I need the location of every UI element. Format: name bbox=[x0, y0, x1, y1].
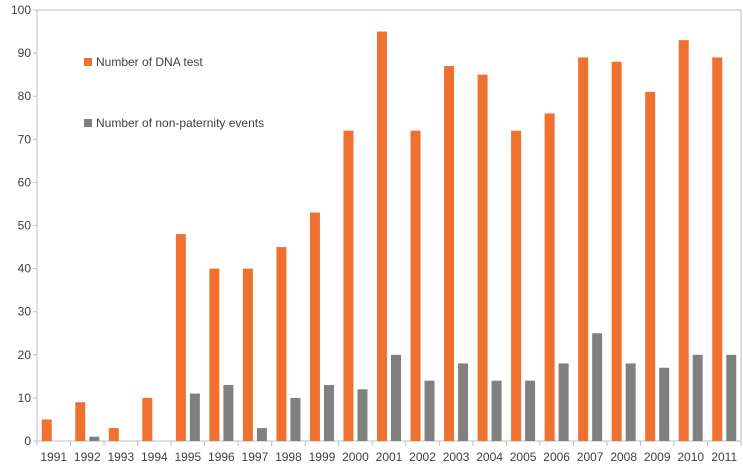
bar-dna-test-2008 bbox=[611, 61, 622, 441]
bar-dna-test-1994 bbox=[142, 397, 153, 441]
x-tick-label: 1999 bbox=[309, 450, 336, 464]
bar-non-paternity-1999 bbox=[323, 384, 334, 441]
x-tick-label: 1992 bbox=[74, 450, 101, 464]
bar-dna-test-2005 bbox=[511, 130, 522, 441]
bar-dna-test-2011 bbox=[712, 57, 723, 441]
y-tick-label: 90 bbox=[18, 46, 32, 60]
x-axis: 1991 1992 1993 1994 1995 1996 1997 1998 1999 2000… bbox=[36, 441, 742, 464]
x-tick-label: 2007 bbox=[577, 450, 604, 464]
bar-non-paternity-2006 bbox=[558, 363, 569, 441]
x-tick-label: 2004 bbox=[476, 450, 503, 464]
x-tick-label: 2001 bbox=[376, 450, 403, 464]
y-tick-label: 70 bbox=[18, 132, 32, 146]
bar-dna-test-2004 bbox=[477, 74, 488, 442]
x-tick-label: 2009 bbox=[644, 450, 671, 464]
bar-dna-test-2003 bbox=[444, 66, 455, 441]
legend-label: Number of non-paternity events bbox=[96, 116, 264, 130]
bar-dna-test-2010 bbox=[678, 40, 689, 442]
bar-dna-test-1998 bbox=[276, 247, 287, 441]
y-tick-label: 50 bbox=[18, 219, 32, 233]
x-tick-label: 2008 bbox=[610, 450, 637, 464]
bar-non-paternity-2010 bbox=[692, 354, 703, 441]
legend-label: Number of DNA test bbox=[96, 55, 203, 69]
y-tick-label: 60 bbox=[18, 175, 32, 189]
bar-dna-test-1993 bbox=[108, 428, 119, 441]
bar-dna-test-2009 bbox=[645, 91, 656, 441]
x-tick-label: 1995 bbox=[175, 450, 202, 464]
y-tick-label: 80 bbox=[18, 89, 32, 103]
x-tick-label: 1996 bbox=[208, 450, 235, 464]
bar-dna-test-1992 bbox=[75, 402, 86, 441]
bar-non-paternity-1998 bbox=[290, 397, 301, 441]
bar-non-paternity-2002 bbox=[424, 380, 435, 441]
x-tick-label: 2003 bbox=[443, 450, 470, 464]
bar-non-paternity-2008 bbox=[625, 363, 636, 441]
x-tick-label: 1998 bbox=[275, 450, 302, 464]
x-tick-label: 1994 bbox=[141, 450, 168, 464]
bar-non-paternity-2009 bbox=[659, 367, 670, 441]
bar-non-paternity-1996 bbox=[223, 384, 234, 441]
y-tick-label: 20 bbox=[18, 348, 32, 362]
x-tick-label: 2010 bbox=[677, 450, 704, 464]
bar-dna-test-1999 bbox=[309, 212, 320, 441]
bars bbox=[41, 31, 737, 442]
y-tick-label: 0 bbox=[24, 434, 31, 448]
bar-dna-test-2006 bbox=[544, 113, 555, 441]
y-tick-label: 100 bbox=[11, 3, 31, 17]
bar-non-paternity-1995 bbox=[189, 393, 200, 441]
y-tick-label: 30 bbox=[18, 305, 32, 319]
bar-non-paternity-1992 bbox=[89, 436, 100, 441]
legend-swatch bbox=[84, 58, 92, 66]
y-tick-label: 40 bbox=[18, 262, 32, 276]
bar-dna-test-1991 bbox=[41, 419, 52, 441]
legend: Number of DNA test Number of non-paternit… bbox=[84, 55, 264, 130]
bar-non-paternity-2011 bbox=[726, 354, 737, 441]
bar-dna-test-1995 bbox=[175, 234, 186, 441]
x-tick-label: 2005 bbox=[510, 450, 537, 464]
bar-dna-test-2007 bbox=[578, 57, 589, 441]
x-tick-label: 1993 bbox=[107, 450, 134, 464]
x-tick-label: 1997 bbox=[242, 450, 269, 464]
x-tick-label: 2011 bbox=[711, 450, 737, 464]
x-tick-label: 2000 bbox=[342, 450, 369, 464]
bar-non-paternity-2004 bbox=[491, 380, 502, 441]
bar-dna-test-2000 bbox=[343, 130, 354, 441]
bar-non-paternity-2000 bbox=[357, 389, 368, 441]
bar-non-paternity-2007 bbox=[592, 333, 603, 441]
x-tick-label: 2006 bbox=[543, 450, 570, 464]
bar-dna-test-1996 bbox=[209, 268, 220, 441]
bar-non-paternity-2001 bbox=[391, 354, 401, 441]
y-axis: 0 10 20 30 40 50 60 70 80 90 100 bbox=[11, 3, 37, 448]
bar-dna-test-2001 bbox=[377, 31, 387, 442]
bar-non-paternity-2005 bbox=[525, 380, 536, 441]
bar-dna-test-1997 bbox=[242, 268, 253, 441]
bar-non-paternity-2003 bbox=[458, 363, 469, 441]
bar-dna-test-2002 bbox=[410, 130, 421, 441]
bar-non-paternity-1997 bbox=[256, 428, 267, 441]
x-tick-label: 2002 bbox=[409, 450, 436, 464]
x-tick-label: 1991 bbox=[40, 450, 67, 464]
legend-swatch bbox=[84, 119, 92, 127]
y-tick-label: 10 bbox=[18, 391, 32, 405]
